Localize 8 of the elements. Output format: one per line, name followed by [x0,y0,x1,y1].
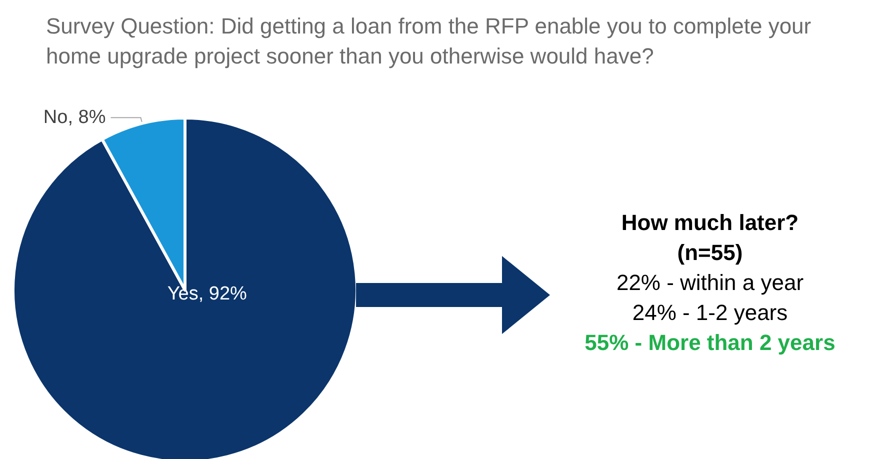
text: 55% - More than 2 years [584,329,836,357]
slice-label: Yes, 92% [167,284,248,305]
slice-label: No, 8% [43,107,106,128]
text: How much later? [620,209,800,237]
text: Survey Question: Did getting a loan from the RFP enable you to complete your home upgrade project sooner than you otherwise would have? [46,14,818,68]
text: 24% - 1-2 years [631,299,789,327]
text: (n=55) [676,239,744,267]
text: 22% - within a year [615,269,805,297]
